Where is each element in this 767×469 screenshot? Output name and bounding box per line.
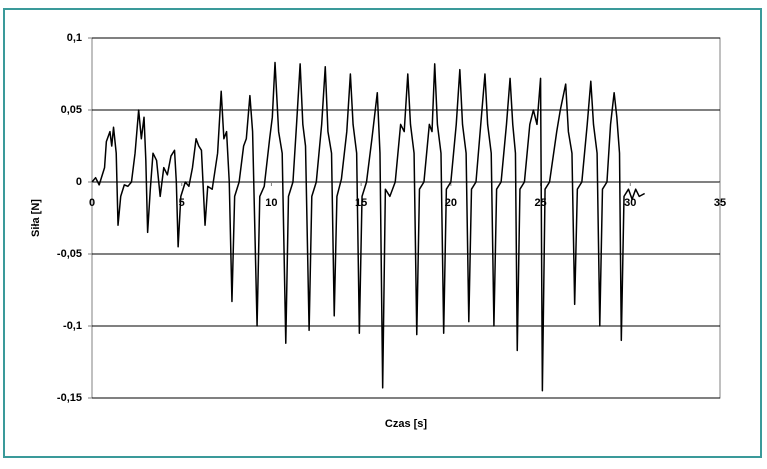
x-tick-label: 35 [714,197,726,209]
x-axis-title: Czas [s] [385,418,428,430]
x-tick-label: 10 [265,197,277,209]
y-tick-label: 0 [76,176,82,188]
y-tick-label: 0,05 [61,104,82,116]
x-tick-label: 30 [624,197,636,209]
y-tick-label: -0,1 [63,320,82,332]
y-tick-label: -0,05 [57,248,82,260]
x-tick-label: 5 [179,197,185,209]
x-tick-label: 20 [445,197,457,209]
y-axis-title: Siła [N] [30,199,42,237]
y-tick-label: -0,15 [57,392,82,404]
x-tick-label: 0 [89,197,95,209]
y-tick-label: 0,1 [67,32,82,44]
data-line [91,61,645,392]
frame [3,8,762,458]
